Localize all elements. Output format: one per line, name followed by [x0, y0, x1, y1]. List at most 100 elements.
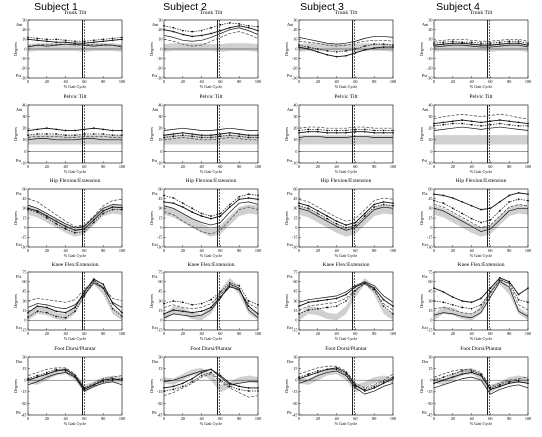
series-point	[36, 39, 39, 42]
series-point	[345, 224, 347, 226]
y-tick-label: 0	[295, 46, 297, 51]
y-tick-label: -15	[427, 389, 433, 394]
x-tick-label: 0	[433, 331, 435, 336]
series-point	[527, 379, 529, 382]
series-point	[219, 133, 222, 135]
x-tick-label: 100	[525, 248, 531, 253]
y-axis-label: Degrees	[13, 42, 18, 56]
x-tick-label: 20	[316, 331, 320, 336]
x-tick-label: 60	[353, 331, 357, 336]
subject-title: Subject 3	[300, 1, 344, 13]
x-axis-label: % Gait Cycle	[64, 336, 87, 341]
y-tick-label: -15	[427, 327, 433, 332]
y-tick-label: -45	[292, 412, 298, 417]
series-point	[517, 124, 520, 127]
series-point	[335, 131, 338, 134]
series-line	[27, 281, 123, 303]
series-point	[480, 121, 482, 124]
series-point	[345, 293, 347, 296]
direction-bottom-label: Pst	[422, 158, 428, 163]
series-point	[354, 130, 357, 133]
series-line	[163, 127, 258, 131]
series-point	[335, 55, 338, 58]
gait-panel: Foot Dorsi/Plantar -45 -30 -15 0 15 30 0 20 40 60 8…	[284, 346, 396, 426]
x-tick-label: 40	[200, 248, 204, 253]
y-tick-label: 0	[160, 46, 162, 51]
y-axis-label: Degrees	[149, 294, 154, 308]
x-axis-label: % Gait Cycle	[200, 421, 223, 426]
series-point	[172, 30, 175, 33]
y-tick-label: 60	[22, 186, 26, 191]
series-point	[307, 48, 310, 50]
series-point	[498, 210, 501, 212]
y-tick-label: -15	[21, 235, 27, 240]
y-tick-label: 0	[430, 149, 432, 154]
x-tick-label: 60	[353, 416, 357, 421]
direction-top-label: Flx	[287, 191, 293, 196]
series-point	[498, 383, 501, 386]
series-point	[210, 134, 212, 137]
x-tick-label: 40	[64, 331, 68, 336]
series-point	[489, 219, 492, 221]
series-point	[451, 373, 454, 375]
series-point	[111, 379, 114, 382]
series-point	[228, 131, 231, 134]
series-point	[45, 127, 48, 130]
panel-title: Knee Flex/Extension	[457, 262, 504, 268]
series-point	[27, 207, 29, 210]
series-point	[219, 23, 222, 26]
direction-bottom-label: Pst	[16, 158, 22, 163]
y-tick-label: 30	[158, 354, 162, 359]
axes-frame	[163, 356, 259, 416]
series-line	[163, 283, 259, 319]
series-point	[517, 379, 520, 382]
series-point	[442, 194, 445, 197]
series-point	[191, 211, 194, 214]
series-point	[247, 24, 250, 27]
y-tick-label: -30	[21, 401, 27, 406]
series-point	[442, 41, 445, 44]
series-point	[442, 301, 445, 304]
series-point	[163, 134, 165, 137]
series-point	[442, 379, 445, 382]
y-axis-label: Degrees	[13, 211, 18, 225]
series-point	[181, 310, 184, 313]
panel-title: Trunk Tilt	[335, 10, 358, 16]
series-point	[508, 40, 511, 43]
y-axis-label: Degrees	[284, 211, 289, 225]
series-point	[354, 128, 357, 131]
series-point	[470, 41, 473, 44]
series-point	[200, 215, 203, 217]
series-point	[527, 42, 529, 45]
series-point	[316, 371, 319, 374]
series-point	[36, 310, 39, 313]
y-tick-label: 0	[24, 149, 26, 154]
x-tick-label: 100	[525, 416, 531, 421]
y-tick-label: -30	[427, 75, 433, 80]
series-point	[451, 296, 454, 299]
y-tick-label: 30	[293, 114, 297, 119]
series-point	[191, 30, 194, 33]
normal-band	[434, 135, 528, 145]
series-point	[238, 133, 241, 135]
series-point	[470, 217, 473, 220]
series-point	[27, 311, 29, 314]
x-axis-label: % Gait Cycle	[200, 84, 223, 89]
direction-top-label: Flx	[152, 274, 158, 279]
series-point	[461, 306, 464, 309]
series-point	[363, 390, 366, 392]
x-tick-label: 80	[372, 248, 376, 253]
series-point	[345, 131, 347, 134]
x-axis-label: % Gait Cycle	[335, 336, 358, 341]
direction-bottom-label: Ext	[16, 242, 23, 247]
series-point	[257, 303, 259, 306]
direction-top-label: Dor	[287, 359, 294, 364]
series-point	[345, 54, 347, 57]
normal-band	[434, 277, 528, 321]
series-point	[55, 220, 58, 223]
gait-panel: Hip Flexion/Extension -30 -15 0 15 30 45 60 0 20 4…	[13, 178, 125, 258]
series-point	[489, 387, 492, 389]
series-point	[326, 50, 329, 52]
x-tick-label: 0	[27, 164, 29, 169]
